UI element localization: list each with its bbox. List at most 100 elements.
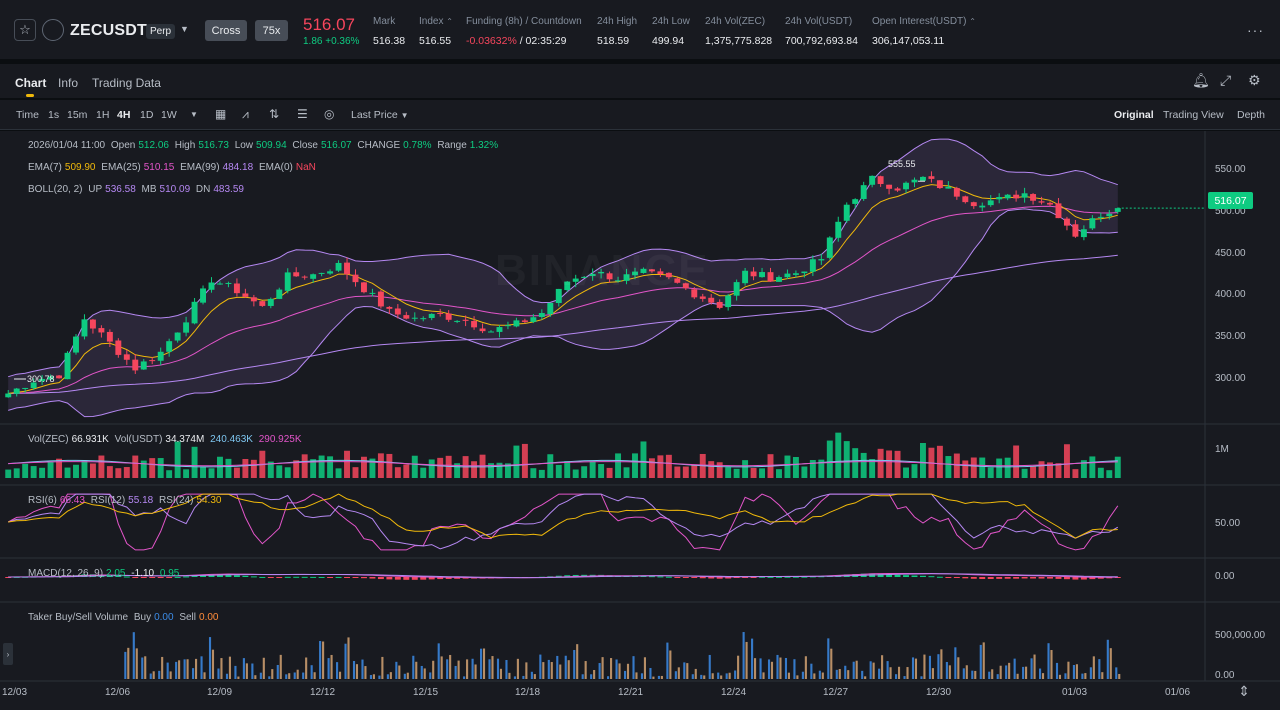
taker-sell-bar: [652, 676, 655, 679]
taker-sell-bar: [999, 665, 1002, 679]
interval-1h[interactable]: 1H: [96, 109, 110, 121]
compare-icon[interactable]: ⇅: [269, 107, 280, 121]
taker-sell-bar: [186, 659, 189, 679]
taker-sell-bar: [245, 663, 248, 679]
volume-bar: [691, 464, 698, 478]
symbol-name[interactable]: ZECUSDT: [70, 22, 147, 39]
macd-histogram-bar: [293, 576, 300, 578]
macd-histogram-bar: [259, 576, 266, 578]
volume-bar: [106, 466, 113, 478]
taker-buy-bar: [395, 661, 398, 679]
chevron-down-icon[interactable]: ▼: [190, 110, 198, 119]
volume-bar: [89, 463, 96, 478]
candle-body: [632, 271, 638, 276]
rsi-tick: 50.00: [1215, 518, 1241, 529]
macd-histogram-bar: [352, 577, 359, 578]
candle-body: [64, 352, 71, 380]
taker-sell-bar: [228, 656, 231, 679]
taker-buy-bar: [1106, 639, 1109, 679]
auto-scale-icon[interactable]: ⇕: [1238, 683, 1250, 699]
candle-body: [106, 331, 113, 342]
chevron-down-icon[interactable]: ▼: [180, 24, 189, 34]
interval-1w[interactable]: 1W: [161, 109, 177, 121]
candle-body: [894, 188, 901, 191]
stat-open-interest[interactable]: Open Interest(USDT) ⌃ 306,147,053.11: [872, 16, 976, 47]
candle-body: [657, 271, 664, 275]
calendar-icon[interactable]: ▦: [215, 107, 227, 121]
collapse-arrow-icon[interactable]: ›: [3, 643, 13, 665]
taker-sell-bar: [211, 649, 215, 679]
high-marker: 555.55: [888, 159, 916, 169]
volume-bar: [818, 459, 825, 478]
ema25-line: [8, 205, 1118, 394]
candle-body: [5, 393, 12, 398]
taker-buy-bar: [657, 675, 660, 679]
time-interval-label[interactable]: Time: [16, 109, 39, 121]
macd-histogram-bar: [911, 575, 918, 577]
template-icon[interactable]: ☰: [297, 107, 308, 121]
candle-body: [538, 313, 545, 318]
candle-body: [327, 271, 334, 274]
candle-body: [606, 273, 613, 280]
tab-chart[interactable]: Chart: [15, 76, 47, 90]
margin-mode-button[interactable]: Cross: [205, 20, 247, 41]
volume-bar: [64, 467, 71, 478]
candle-body: [191, 301, 198, 324]
candle-body: [284, 272, 291, 291]
view-depth[interactable]: Depth: [1237, 109, 1266, 121]
fullscreen-icon[interactable]: ⤢: [1220, 72, 1232, 88]
volume-bar: [674, 466, 681, 478]
chart-canvas[interactable]: [0, 131, 1280, 710]
leverage-button[interactable]: 75x: [255, 20, 288, 41]
macd-histogram-bar: [284, 576, 291, 578]
candle-body: [979, 205, 986, 208]
indicator-icon[interactable]: ⩘: [242, 107, 249, 121]
drawing-icon[interactable]: ◎: [324, 107, 335, 121]
candle-body: [581, 276, 588, 278]
candle-body: [98, 328, 105, 333]
macd-histogram-bar: [733, 577, 740, 578]
candle-body: [623, 274, 630, 281]
view-original[interactable]: Original: [1114, 109, 1154, 121]
candle-body: [335, 262, 342, 271]
macd-histogram-bar: [428, 577, 435, 580]
interval-4h[interactable]: 4H: [117, 109, 131, 121]
taker-buy-bar: [751, 638, 754, 679]
tab-trading-data[interactable]: Trading Data: [92, 76, 161, 90]
interval-1d[interactable]: 1D: [140, 109, 154, 121]
macd-histogram-bar: [301, 576, 308, 578]
price-type-select[interactable]: Last Price ▼: [351, 109, 409, 121]
macd-histogram-bar: [267, 577, 274, 578]
taker-sell-bar: [864, 676, 867, 679]
interval-1s[interactable]: 1s: [48, 109, 60, 121]
volume-bar: [208, 468, 215, 478]
volume-bar: [657, 455, 664, 478]
taker-buy-bar: [615, 659, 618, 679]
taker-buy-bar: [124, 651, 127, 679]
macd-histogram-bar: [225, 574, 232, 577]
taker-buy-bar: [276, 664, 279, 679]
star-icon[interactable]: ☆: [14, 19, 36, 41]
candle-body: [682, 283, 689, 289]
candle-body: [174, 332, 181, 341]
taker-buy-bar: [175, 661, 178, 679]
candle-body: [140, 361, 147, 370]
tab-info[interactable]: Info: [58, 76, 79, 90]
stat-index[interactable]: Index ⌃ 516.55: [419, 16, 453, 47]
taker-sell-bar: [194, 658, 198, 679]
volume-bar: [327, 456, 334, 478]
more-icon[interactable]: ···: [1247, 22, 1264, 38]
candle-body: [843, 204, 850, 221]
view-trading-view[interactable]: Trading View: [1163, 109, 1224, 121]
interval-15m[interactable]: 15m: [67, 109, 88, 121]
candle-body: [1004, 194, 1011, 199]
taker-sell-bar: [796, 675, 799, 679]
candle-body: [869, 175, 876, 185]
taker-buy-bar: [861, 670, 864, 679]
taker-buy-bar: [234, 665, 237, 679]
taker-buy-bar: [818, 670, 821, 679]
bell-icon[interactable]: 🔔︎: [1192, 72, 1210, 88]
settings-icon[interactable]: ⚙︎: [1248, 72, 1261, 88]
volume-bar: [217, 456, 223, 478]
